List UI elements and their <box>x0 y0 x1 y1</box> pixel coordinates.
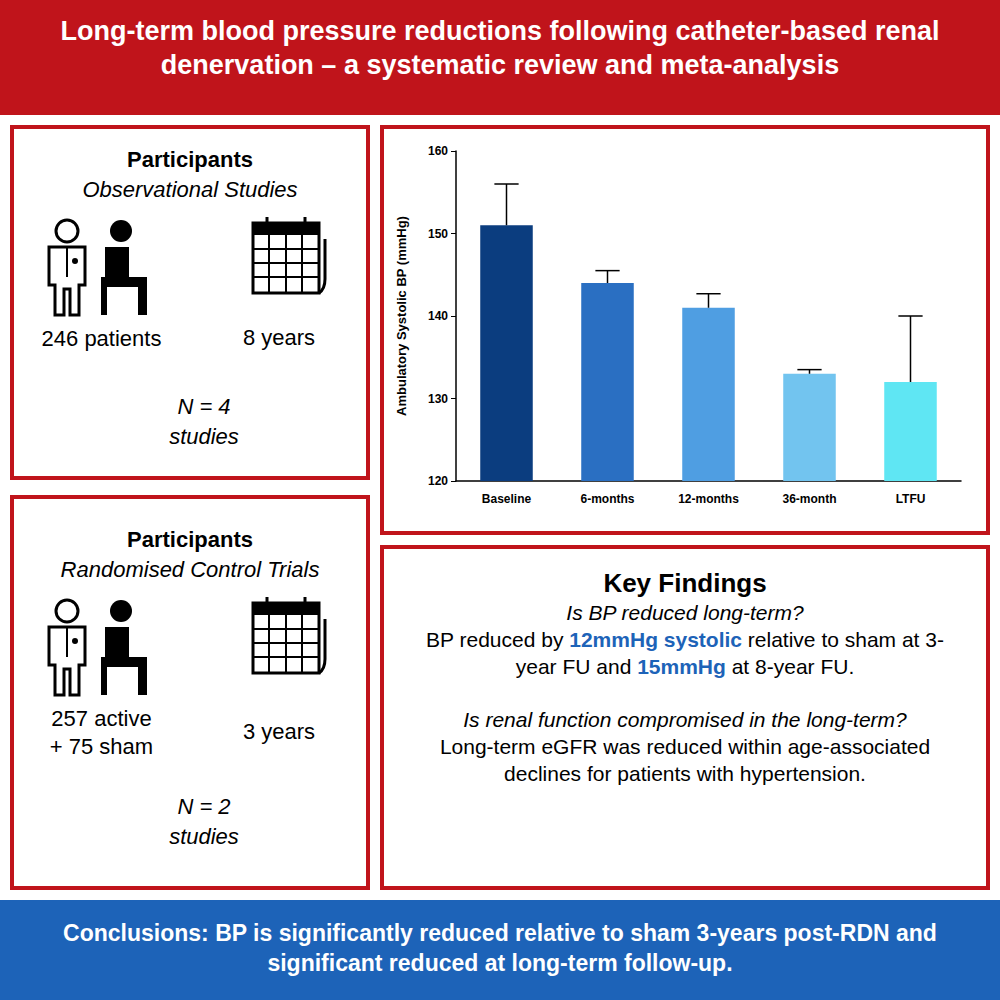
html-text:BP reduced by 12mmHg systolic: BP reduced by 12mmHg systolic relative t… <box>426 628 944 678</box>
html-text:Is BP reduced long-term?: Is BP reduced long-term? <box>566 601 804 624</box>
html-text:studies: studies <box>169 824 239 849</box>
html-text:257 active: 257 active <box>51 706 152 731</box>
svg-text:130: 130 <box>428 392 448 406</box>
html-text:Is renal function compromised: Is renal function compromised in the lon… <box>463 708 907 731</box>
html-text:+ 75 sham: + 75 sham <box>49 734 154 759</box>
html-text:Participants: Participants <box>127 527 253 552</box>
svg-text:36-month: 36-month <box>783 492 837 506</box>
html-text:Long-term eGFR was reduced wit: Long-term eGFR was reduced within age-as… <box>439 735 931 785</box>
html-text:Participants: Participants <box>127 147 253 172</box>
html-text:N = 4: N = 4 <box>177 394 231 419</box>
html-text:Long-term blood pressure reduc: Long-term blood pressure reductions foll… <box>60 16 940 80</box>
svg-text:6-months: 6-months <box>581 492 635 506</box>
svg-text:Baseline: Baseline <box>482 492 532 506</box>
html-text:Key Findings: Key Findings <box>603 568 767 598</box>
html-text:Conclusions: BP is significant: Conclusions: BP is significantly reduced… <box>63 920 937 976</box>
html-text:3 years: 3 years <box>242 719 316 744</box>
html-text:studies: studies <box>169 424 239 449</box>
svg-text:160: 160 <box>428 144 448 158</box>
svg-text:150: 150 <box>428 227 448 241</box>
svg-text:LTFU: LTFU <box>896 492 926 506</box>
html-text:8 years: 8 years <box>242 325 316 350</box>
svg-text:12-months: 12-months <box>678 492 739 506</box>
html-text:Randomised Control Trials: Randomised Control Trials <box>60 557 320 582</box>
svg-text:120: 120 <box>428 474 448 488</box>
svg-text:Ambulatory Systolic BP (mmHg): Ambulatory Systolic BP (mmHg) <box>394 216 409 416</box>
html-text:Observational Studies: Observational Studies <box>82 177 298 202</box>
html-text:246 patients: 246 patients <box>41 326 162 351</box>
html-text:N = 2: N = 2 <box>177 794 231 819</box>
svg-text:140: 140 <box>428 309 448 323</box>
